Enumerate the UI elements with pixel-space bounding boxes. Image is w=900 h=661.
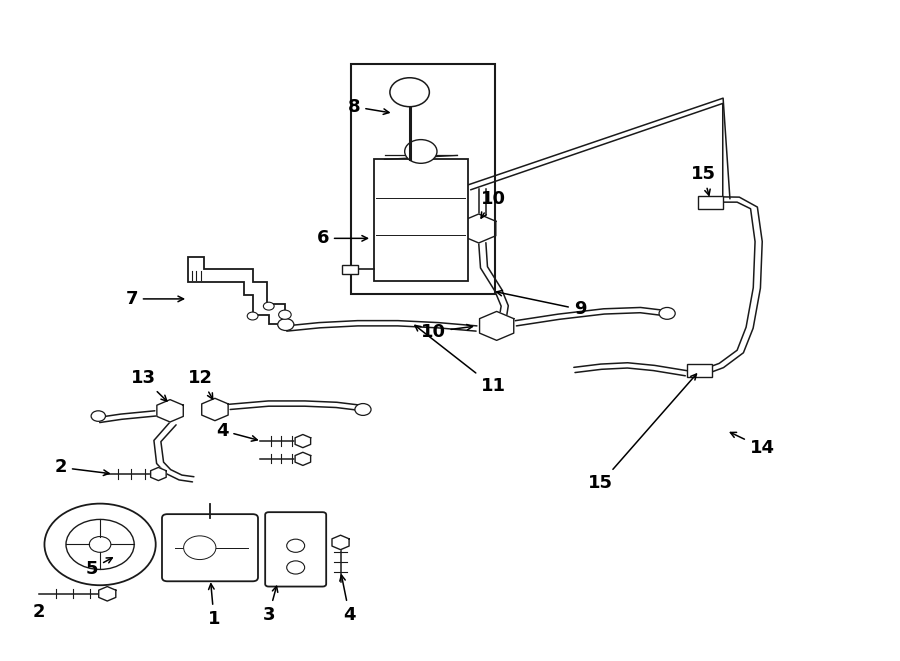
Text: 4: 4	[216, 422, 257, 441]
Text: 8: 8	[347, 98, 389, 116]
Text: 15: 15	[589, 374, 697, 492]
Polygon shape	[157, 400, 184, 422]
Text: 11: 11	[415, 325, 506, 395]
Text: 3: 3	[263, 586, 278, 624]
FancyBboxPatch shape	[266, 512, 326, 586]
Circle shape	[264, 302, 274, 310]
Bar	[687, 364, 712, 377]
Text: 2: 2	[32, 603, 45, 621]
Circle shape	[390, 78, 429, 106]
Text: 7: 7	[125, 290, 184, 308]
Bar	[698, 196, 723, 209]
Text: 14: 14	[731, 432, 775, 457]
Circle shape	[659, 307, 675, 319]
Polygon shape	[480, 311, 514, 340]
Text: 4: 4	[340, 575, 356, 624]
Circle shape	[66, 520, 134, 569]
Text: 2: 2	[54, 459, 109, 477]
Bar	[351, 64, 495, 294]
Text: 1: 1	[208, 584, 220, 628]
Text: 10: 10	[481, 190, 506, 218]
Circle shape	[91, 410, 105, 421]
Polygon shape	[99, 586, 116, 601]
Bar	[342, 264, 358, 274]
Circle shape	[287, 539, 304, 553]
Text: 15: 15	[690, 165, 716, 195]
Polygon shape	[462, 214, 496, 243]
Text: 12: 12	[188, 369, 213, 399]
Text: 10: 10	[420, 323, 472, 341]
Polygon shape	[202, 399, 228, 420]
Polygon shape	[188, 256, 285, 324]
Circle shape	[89, 537, 111, 553]
Circle shape	[405, 139, 437, 163]
Polygon shape	[150, 467, 166, 481]
Text: 5: 5	[86, 558, 112, 578]
Circle shape	[184, 536, 216, 560]
Polygon shape	[295, 434, 310, 447]
Circle shape	[44, 504, 156, 585]
FancyBboxPatch shape	[162, 514, 258, 581]
Bar	[374, 159, 468, 281]
Circle shape	[355, 404, 371, 415]
Polygon shape	[332, 535, 349, 550]
Circle shape	[278, 319, 294, 330]
Polygon shape	[295, 452, 310, 465]
Text: 9: 9	[497, 290, 586, 319]
Circle shape	[248, 312, 258, 320]
Text: 13: 13	[130, 369, 166, 401]
Circle shape	[287, 561, 304, 574]
Text: 6: 6	[317, 229, 367, 247]
Circle shape	[279, 310, 292, 319]
